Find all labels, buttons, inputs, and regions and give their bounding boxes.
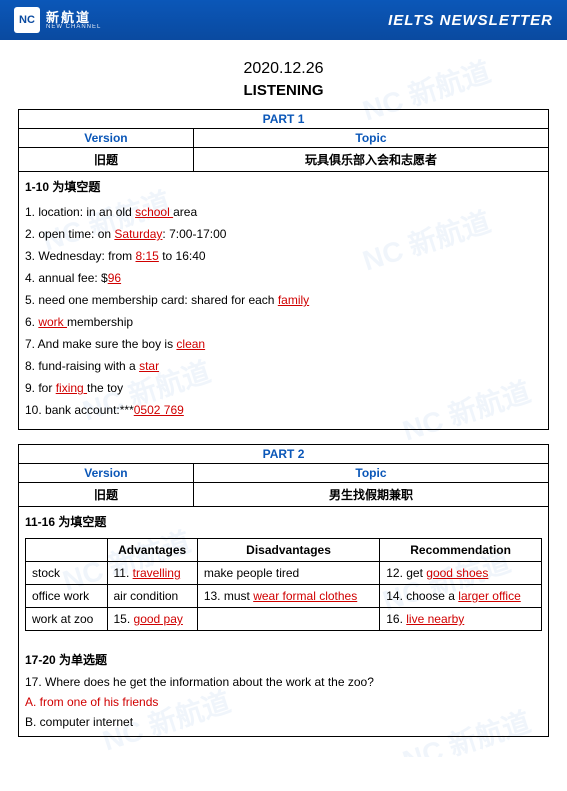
part2-advantages-table: AdvantagesDisadvantagesRecommendation st… (25, 538, 542, 631)
table-row: stock11. travellingmake people tired12. … (26, 562, 542, 585)
table-cell: 14. choose a larger office (380, 585, 542, 608)
part2-mc-title: 17-20 为单选题 (25, 645, 542, 672)
table-header: Advantages (107, 539, 197, 562)
part2-version-header: Version (19, 464, 194, 483)
question-line: 10. bank account:***0502 769 (25, 399, 542, 421)
part1-topic-value: 玩具俱乐部入会和志愿者 (193, 148, 548, 172)
part2-label: PART 2 (19, 445, 549, 464)
question-line: 2. open time: on Saturday: 7:00-17:00 (25, 223, 542, 245)
part2-topic-header: Topic (193, 464, 548, 483)
question-line: 6. work membership (25, 311, 542, 333)
part1-version-header: Version (19, 129, 194, 148)
question-line: 1. location: in an old school area (25, 201, 542, 223)
table-cell: make people tired (197, 562, 379, 585)
brand-name-cn: 新航道 (46, 11, 101, 24)
part1-version-value: 旧题 (19, 148, 194, 172)
question-line: 3. Wednesday: from 8:15 to 16:40 (25, 245, 542, 267)
part2-topic-value: 男生找假期兼职 (193, 483, 548, 507)
brand-logo: NC 新航道 NEW CHANNEL (14, 7, 101, 33)
table-cell: 11. travelling (107, 562, 197, 585)
table-cell: 15. good pay (107, 608, 197, 631)
section-heading: LISTENING (18, 82, 549, 99)
table-header: Recommendation (380, 539, 542, 562)
table-header: Disadvantages (197, 539, 379, 562)
question-line: 5. need one membership card: shared for … (25, 289, 542, 311)
table-cell: stock (26, 562, 108, 585)
question-line: 9. for fixing the toy (25, 377, 542, 399)
newsletter-title: IELTS NEWSLETTER (388, 12, 553, 29)
table-cell: air condition (107, 585, 197, 608)
part1-topic-header: Topic (193, 129, 548, 148)
table-cell: 13. must wear formal clothes (197, 585, 379, 608)
brand-name-en: NEW CHANNEL (46, 24, 101, 30)
header-bar: NC 新航道 NEW CHANNEL IELTS NEWSLETTER (0, 0, 567, 40)
mc-option-a: A. from one of his friends (25, 692, 542, 712)
part2-table: PART 2 Version Topic 旧题 男生找假期兼职 11-16 为填… (18, 444, 549, 737)
document-date: 2020.12.26 (18, 60, 549, 78)
question-line: 7. And make sure the boy is clean (25, 333, 542, 355)
part2-qrange-title: 11-16 为填空题 (19, 507, 548, 534)
table-cell: office work (26, 585, 108, 608)
part1-qrange-title: 1-10 为填空题 (19, 172, 548, 199)
part1-table: PART 1 Version Topic 旧题 玩具俱乐部入会和志愿者 1-10… (18, 109, 549, 430)
table-cell: work at zoo (26, 608, 108, 631)
table-cell: 16. live nearby (380, 608, 542, 631)
mc-option-b: B. computer internet (25, 712, 542, 732)
table-row: work at zoo15. good pay 16. live nearby (26, 608, 542, 631)
part1-question-list: 1. location: in an old school area2. ope… (19, 199, 548, 429)
question-line: 4. annual fee: $96 (25, 267, 542, 289)
table-row: office workair condition13. must wear fo… (26, 585, 542, 608)
table-header (26, 539, 108, 562)
brand-badge-icon: NC (14, 7, 40, 33)
part2-version-value: 旧题 (19, 483, 194, 507)
question-line: 8. fund-raising with a star (25, 355, 542, 377)
mc-question-stem: 17. Where does he get the information ab… (25, 672, 542, 692)
table-cell: 12. get good shoes (380, 562, 542, 585)
part1-label: PART 1 (19, 110, 549, 129)
table-cell (197, 608, 379, 631)
